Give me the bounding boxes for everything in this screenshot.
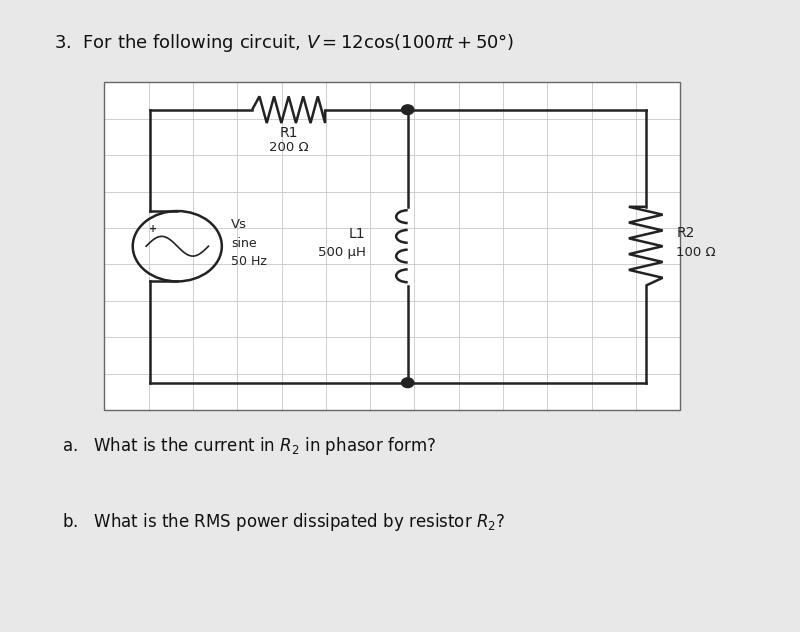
Text: +: + <box>149 224 157 234</box>
Text: Vs: Vs <box>231 219 247 231</box>
Text: b.   What is the RMS power dissipated by resistor $R_2$?: b. What is the RMS power dissipated by r… <box>62 511 506 533</box>
Bar <box>104 82 680 410</box>
Text: 500 μH: 500 μH <box>318 246 366 258</box>
Text: 100 Ω: 100 Ω <box>677 246 716 258</box>
Text: L1: L1 <box>349 227 366 241</box>
Text: R1: R1 <box>279 126 298 140</box>
Text: 50 Hz: 50 Hz <box>231 255 267 268</box>
Text: a.   What is the current in $R_2$ in phasor form?: a. What is the current in $R_2$ in phaso… <box>62 435 436 458</box>
Circle shape <box>402 378 414 387</box>
Text: 3.  For the following circuit, $V = 12 \cos(100\pi t + 50°)$: 3. For the following circuit, $V = 12 \c… <box>54 32 515 54</box>
Bar <box>104 82 680 410</box>
Text: 200 Ω: 200 Ω <box>269 141 309 154</box>
Text: sine: sine <box>231 237 257 250</box>
Text: R2: R2 <box>677 226 695 240</box>
Circle shape <box>402 105 414 114</box>
